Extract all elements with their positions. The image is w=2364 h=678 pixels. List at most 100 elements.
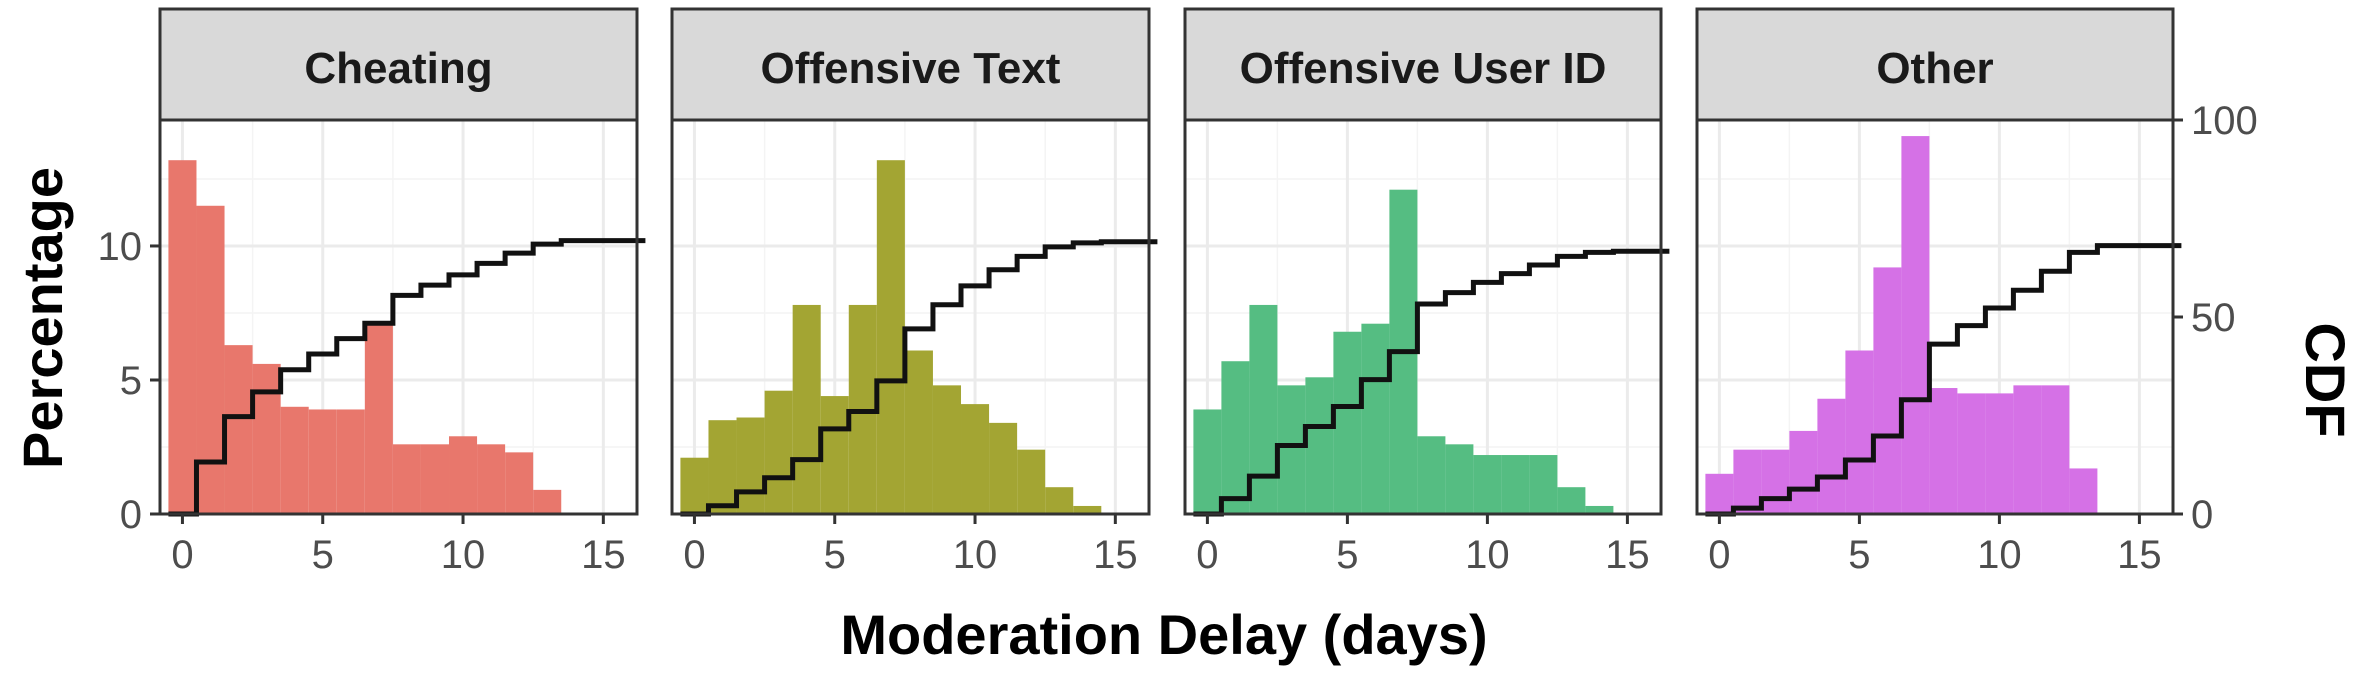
histogram-bar <box>196 205 225 514</box>
panel-border <box>158 118 639 516</box>
histogram-bar <box>989 422 1018 514</box>
histogram-bar <box>1305 377 1334 514</box>
y2-tick-label: 50 <box>2191 296 2236 340</box>
histogram-bar <box>1557 487 1586 514</box>
facet-strip <box>158 7 639 122</box>
histogram-bars <box>680 160 1102 514</box>
histogram-bar <box>2013 385 2042 514</box>
histogram-bar <box>961 404 990 514</box>
histogram-bar <box>168 160 197 514</box>
x-axis-title: Moderation Delay (days) <box>840 603 1487 666</box>
histogram-bar <box>1417 436 1446 514</box>
histogram-bar <box>1073 505 1102 514</box>
shared-axes: Moderation Delay (days) Percentage CDF <box>11 167 2357 666</box>
x-tick-label: 5 <box>1336 533 1358 577</box>
facet-strip-label: Offensive User ID <box>1240 44 1607 93</box>
y2-tick-label: 100 <box>2191 99 2258 143</box>
histogram-bar <box>680 457 709 514</box>
y2-axis-title: CDF <box>2294 322 2357 437</box>
histogram-bar <box>904 350 933 514</box>
facet-cheating: Cheating 0 5 10 15 0 5 10 <box>98 7 646 577</box>
x-tick-label: 0 <box>1708 533 1730 577</box>
histogram-bar <box>505 452 534 514</box>
histogram-bar <box>1585 505 1614 514</box>
facet-strip-label: Offensive Text <box>761 44 1061 93</box>
histogram-bar <box>1929 388 1958 514</box>
x-tick-label: 15 <box>581 533 626 577</box>
x-tick-label: 10 <box>953 533 998 577</box>
histogram-bar <box>1333 331 1362 514</box>
histogram-bar <box>2041 385 2070 514</box>
histogram-bar <box>820 396 849 514</box>
histogram-bar <box>252 363 281 514</box>
y-tick-label: 5 <box>120 359 142 403</box>
histogram-bar <box>1901 136 1930 514</box>
histogram-bar <box>280 406 309 514</box>
x-tick-label: 10 <box>1465 533 1510 577</box>
y-tick-label: 10 <box>98 225 143 269</box>
histogram-bar <box>792 304 821 514</box>
histogram-bar <box>1473 455 1502 514</box>
x-tick-label: 10 <box>1977 533 2022 577</box>
histogram-bar <box>1017 449 1046 514</box>
facet-strip <box>1695 7 2175 122</box>
x-tick-label: 10 <box>441 533 486 577</box>
x-tick-label: 15 <box>1093 533 1138 577</box>
histogram-bars <box>1193 189 1614 514</box>
cdf-step-line <box>168 238 646 517</box>
x-tick-label: 15 <box>2117 533 2162 577</box>
histogram-bar <box>1957 393 1986 514</box>
histogram-bar <box>533 489 562 514</box>
histogram-bar <box>1873 267 1902 514</box>
facet-strip-label: Other <box>1876 44 1993 93</box>
histogram-bar <box>736 417 765 514</box>
facet-offensive-user-id: Offensive User ID 0 5 10 15 <box>1183 7 1670 577</box>
histogram-bar <box>1045 487 1074 514</box>
panel-border <box>670 118 1151 516</box>
facet-other: Other 0 5 10 15 0 50 100 <box>1695 7 2258 577</box>
histogram-bar <box>1277 385 1306 514</box>
histogram-bar <box>1193 409 1222 514</box>
x-tick-label: 5 <box>1848 533 1870 577</box>
cdf-step-line <box>1193 248 1670 517</box>
histogram-bar <box>1845 350 1874 514</box>
x-tick-label: 0 <box>1196 533 1218 577</box>
histogram-bar <box>420 444 450 514</box>
histogram-bar <box>1445 444 1474 514</box>
histogram-bar <box>708 420 737 514</box>
x-tick-label: 15 <box>1605 533 1650 577</box>
histogram-bar <box>764 390 793 514</box>
histogram-bar <box>1817 398 1846 514</box>
facet-offensive-text: Offensive Text 0 5 10 15 <box>670 7 1158 577</box>
y2-tick-label: 0 <box>2191 493 2213 537</box>
histogram-bars <box>1705 136 2098 514</box>
histogram-bar <box>477 444 506 514</box>
histogram-bar <box>1789 430 1818 514</box>
facet-strip-label: Cheating <box>304 44 492 93</box>
histogram-bar <box>1985 393 2014 514</box>
histogram-bar <box>2069 468 2098 514</box>
x-tick-label: 5 <box>312 533 334 577</box>
facet-strip <box>1183 7 1663 122</box>
cdf-step-line <box>680 239 1158 517</box>
panel-border <box>1183 118 1663 516</box>
histogram-bar <box>932 385 962 514</box>
histogram-bar <box>224 345 253 514</box>
histogram-bar <box>1705 473 1734 514</box>
histogram-bar <box>1733 449 1762 514</box>
histogram-bar <box>1249 304 1278 514</box>
facet-strip <box>670 7 1151 122</box>
histogram-bar <box>308 409 337 514</box>
histogram-bar <box>876 160 905 514</box>
histogram-bar <box>449 436 478 514</box>
x-tick-label: 5 <box>824 533 846 577</box>
y-axis-title: Percentage <box>11 167 74 469</box>
histogram-bar <box>336 409 365 514</box>
histogram-bar <box>1501 455 1530 514</box>
histogram-bar <box>1529 455 1558 514</box>
histogram-bar <box>1761 449 1790 514</box>
cdf-step-line <box>1705 243 2182 517</box>
x-tick-label: 0 <box>171 533 193 577</box>
